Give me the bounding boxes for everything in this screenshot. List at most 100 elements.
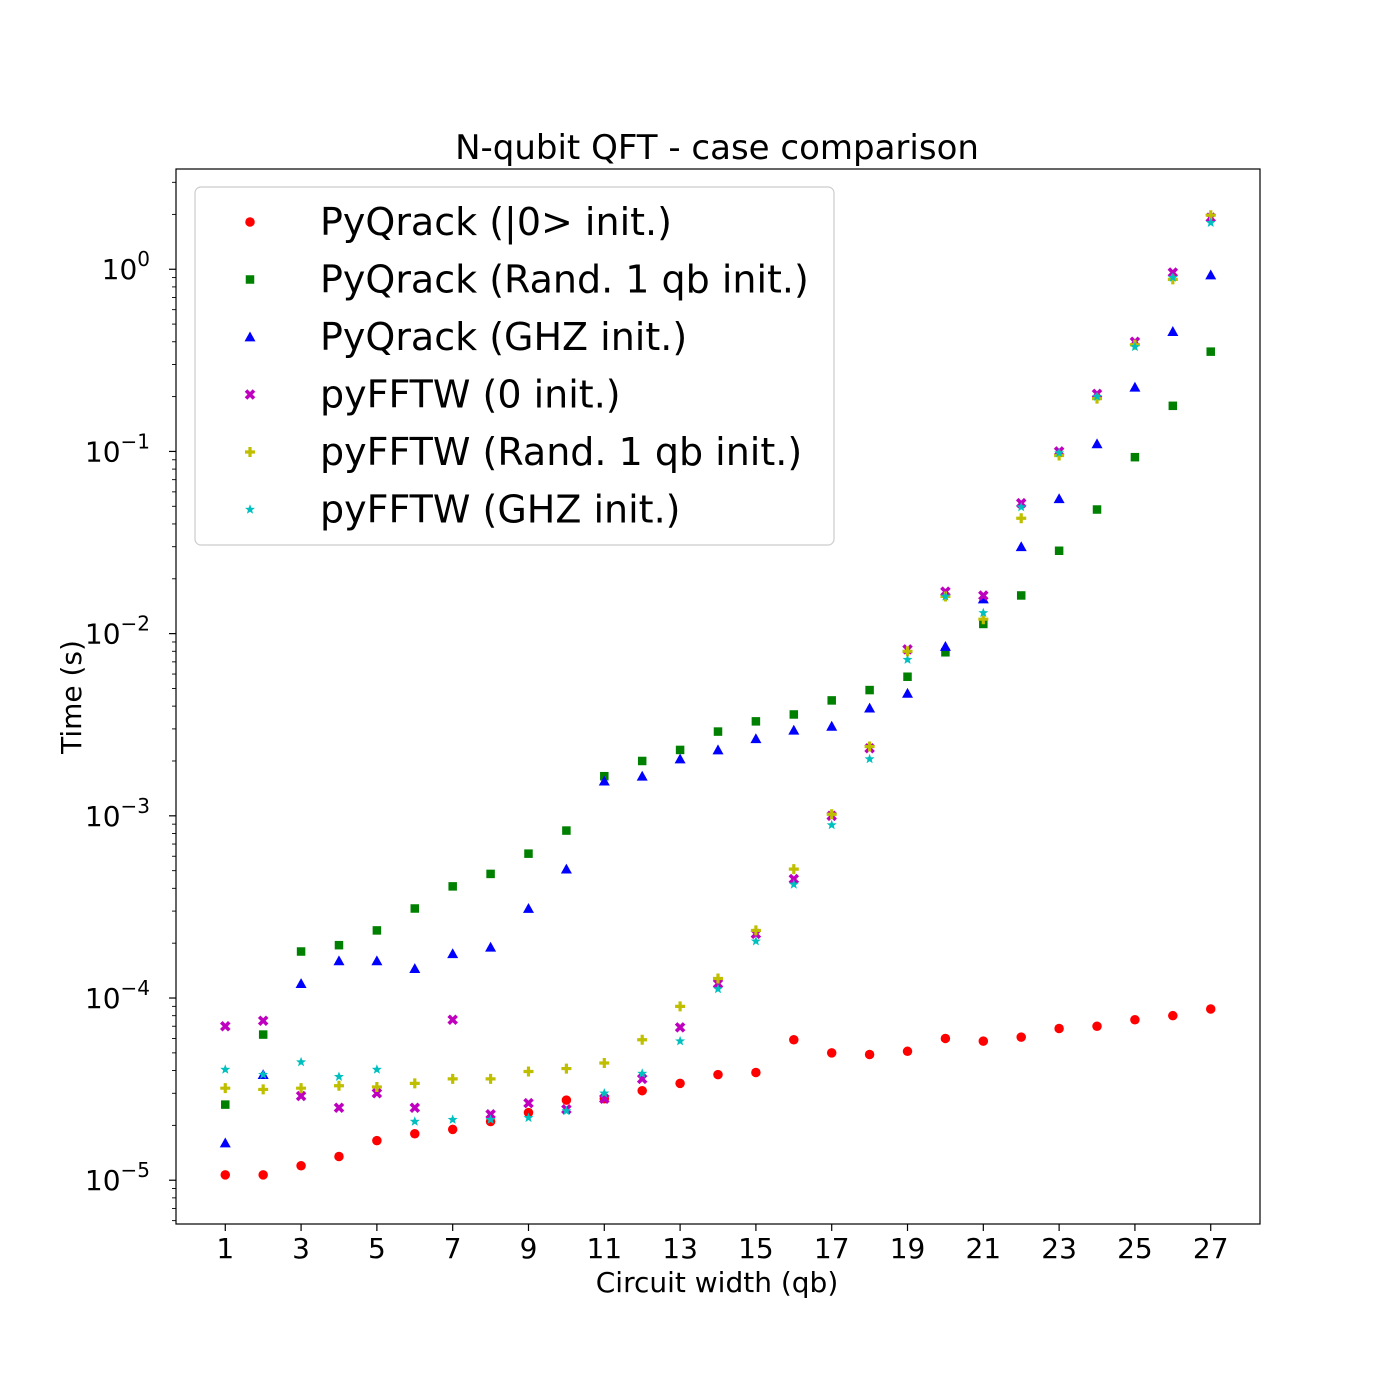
data-point	[978, 590, 989, 601]
data-point	[257, 1015, 269, 1027]
data-point	[902, 654, 913, 664]
x-tick-label: 25	[1117, 1232, 1153, 1265]
data-point	[1168, 1010, 1178, 1021]
data-point	[1092, 505, 1102, 514]
data-point	[675, 1001, 686, 1012]
data-point	[1054, 447, 1065, 458]
data-point	[409, 1102, 421, 1113]
data-point	[712, 744, 724, 755]
data-point	[1092, 1021, 1102, 1031]
data-point	[220, 1083, 231, 1094]
data-point	[371, 955, 383, 966]
data-point	[674, 753, 686, 764]
data-point	[371, 1081, 382, 1092]
data-point	[750, 733, 762, 744]
data-point	[410, 904, 420, 913]
series-triangle	[219, 269, 1217, 1148]
data-point	[637, 1085, 647, 1096]
x-tick-label: 27	[1193, 1232, 1229, 1265]
data-point	[523, 1097, 534, 1109]
legend-label: pyFFTW (Rand. 1 qb init.)	[320, 430, 802, 474]
data-point	[826, 720, 838, 731]
data-point	[1092, 391, 1103, 401]
data-point	[788, 879, 799, 889]
data-point	[486, 869, 495, 879]
data-point	[675, 745, 685, 755]
x-tick-label: 9	[520, 1232, 538, 1265]
data-point	[447, 1114, 458, 1124]
plot-frame	[175, 168, 1261, 1225]
legend-marker	[245, 217, 255, 227]
data-point	[409, 1116, 420, 1126]
y-tick-label: 10−3	[85, 794, 150, 833]
data-point	[220, 1170, 231, 1180]
data-point	[864, 753, 875, 764]
data-point	[675, 1035, 686, 1046]
data-point	[447, 1124, 458, 1135]
y-tick-label: 10−4	[85, 976, 150, 1015]
data-point	[713, 727, 723, 736]
x-tick-label: 5	[368, 1232, 386, 1265]
x-tick-label: 21	[965, 1232, 1001, 1265]
data-point	[220, 1064, 231, 1074]
data-point	[750, 925, 761, 936]
chart-title: N-qubit QFT - case comparison	[455, 128, 979, 168]
data-point	[334, 940, 344, 950]
data-point	[903, 672, 912, 681]
data-point	[940, 1033, 951, 1044]
x-axis-title: Circuit width (qb)	[596, 1266, 839, 1299]
legend-label: pyFFTW (GHZ init.)	[320, 488, 680, 532]
data-point	[864, 1049, 875, 1060]
data-point	[977, 593, 989, 604]
data-point	[902, 687, 914, 698]
data-point	[561, 1063, 572, 1074]
y-tick-base: 10	[85, 618, 121, 651]
series-plus	[220, 210, 1216, 1095]
data-point	[1167, 326, 1179, 336]
data-point	[447, 1014, 458, 1026]
data-point	[1053, 493, 1065, 504]
data-point	[826, 819, 837, 830]
y-tick-label: 10−1	[85, 429, 150, 468]
data-point	[1129, 381, 1141, 392]
data-point	[1016, 513, 1027, 524]
y-tick-label: 10−2	[85, 612, 150, 651]
x-tick-label: 13	[662, 1232, 698, 1265]
data-point	[750, 935, 761, 946]
data-point	[902, 1046, 913, 1057]
data-point	[789, 1035, 799, 1045]
x-tick-label: 19	[890, 1232, 926, 1265]
data-point	[713, 973, 723, 984]
data-point	[978, 1036, 989, 1046]
plot-area	[175, 168, 1261, 1225]
x-tick-label: 7	[444, 1232, 462, 1265]
series-star	[220, 217, 1216, 1126]
data-point	[599, 1088, 610, 1098]
data-point	[524, 849, 533, 858]
data-point	[334, 1151, 344, 1162]
data-point	[447, 948, 459, 959]
series-square	[221, 347, 1215, 1109]
data-point	[1016, 1032, 1026, 1042]
data-point	[751, 1067, 761, 1078]
data-point	[713, 983, 723, 994]
data-point	[1167, 272, 1178, 282]
data-point	[788, 873, 800, 885]
data-point	[485, 941, 497, 952]
data-point	[258, 1084, 269, 1095]
data-point	[637, 1068, 648, 1078]
x-tick-label: 15	[738, 1232, 774, 1265]
data-point	[258, 1030, 268, 1039]
data-point	[1205, 217, 1216, 227]
data-point	[789, 710, 799, 719]
data-point	[827, 696, 836, 705]
data-point	[636, 1073, 648, 1085]
data-point	[296, 1083, 307, 1094]
data-point	[258, 1170, 268, 1180]
y-tick-base: 10	[102, 253, 138, 286]
data-point	[220, 1020, 231, 1032]
data-point	[333, 1080, 344, 1091]
data-point	[637, 1034, 648, 1045]
data-point	[371, 1064, 382, 1074]
